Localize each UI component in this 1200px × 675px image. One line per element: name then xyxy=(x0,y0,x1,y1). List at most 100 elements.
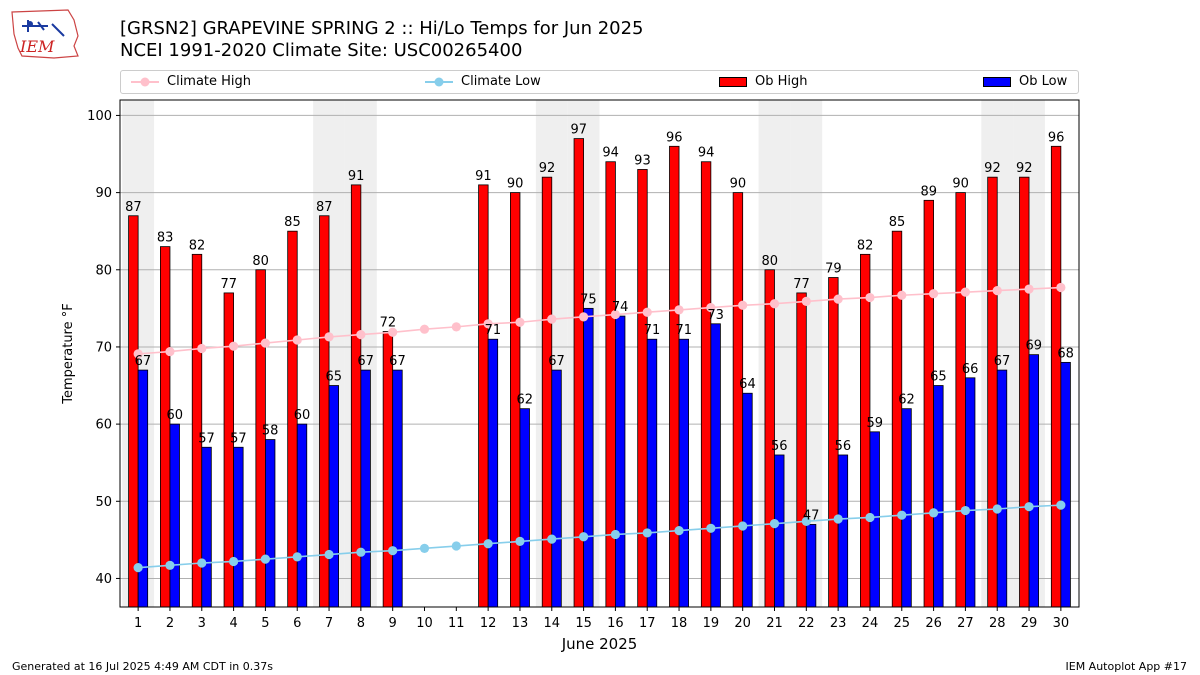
ob-high-label: 93 xyxy=(634,153,651,168)
climate-high-point xyxy=(356,329,366,340)
climate-high-point xyxy=(419,324,430,334)
climate-low-point xyxy=(738,521,748,531)
climate-low-point xyxy=(260,554,271,564)
ob-low-swatch-icon xyxy=(983,76,1011,87)
x-tick-label: 7 xyxy=(325,616,333,631)
ob-high-label: 83 xyxy=(157,231,174,246)
ob-high-bar xyxy=(637,169,648,608)
ob-high-label: 92 xyxy=(539,161,556,176)
footer-generated: Generated at 16 Jul 2025 4:49 AM CDT in … xyxy=(12,660,273,673)
climate-low-point xyxy=(801,516,811,526)
climate-high-point xyxy=(578,312,589,322)
climate-low-point xyxy=(356,547,366,557)
climate-high-point xyxy=(1056,282,1066,293)
ob-low-bar xyxy=(678,338,689,608)
ob-low-bar xyxy=(742,392,753,608)
ob-high-bar xyxy=(223,292,234,608)
ob-high-label: 89 xyxy=(921,184,938,199)
ob-low-label: 64 xyxy=(739,377,756,392)
climate-high-point xyxy=(1024,284,1034,294)
climate-high-point xyxy=(642,307,652,317)
ob-high-bar xyxy=(860,253,871,608)
ob-high-bar xyxy=(287,230,298,608)
climate-low-point xyxy=(1024,502,1034,512)
climate-low-point xyxy=(897,510,907,520)
ob-high-swatch-icon xyxy=(719,76,747,87)
y-tick-label: 70 xyxy=(95,340,112,355)
x-tick-label: 14 xyxy=(543,616,560,631)
ob-low-label: 65 xyxy=(326,370,343,385)
ob-high-label: 96 xyxy=(1048,130,1065,145)
x-tick-label: 6 xyxy=(293,616,301,631)
weekend-shade xyxy=(567,100,600,607)
ob-low-label: 57 xyxy=(230,431,247,446)
ob-high-label: 97 xyxy=(571,123,588,138)
ob-high-label: 92 xyxy=(1016,161,1033,176)
ob-high-bar xyxy=(160,246,171,608)
ob-high-label: 82 xyxy=(189,238,206,253)
ob-low-bar xyxy=(646,338,658,608)
ob-low-label: 71 xyxy=(485,323,502,338)
ob-low-label: 74 xyxy=(612,300,629,315)
climate-low-point xyxy=(769,519,780,529)
climate-high-line-icon xyxy=(131,77,159,86)
x-tick-label: 4 xyxy=(229,616,237,631)
legend: Climate High Climate Low Ob High Ob Low xyxy=(120,70,1079,94)
ob-low-label: 66 xyxy=(962,362,979,377)
climate-low-point xyxy=(706,523,716,533)
x-tick-label: 26 xyxy=(925,616,942,631)
climate-high-point xyxy=(483,319,493,329)
ob-high-bar xyxy=(891,230,903,608)
weekend-shade xyxy=(981,100,1014,607)
climate-high-point xyxy=(992,286,1002,296)
x-tick-label: 13 xyxy=(512,616,529,631)
ob-high-label: 94 xyxy=(698,146,715,161)
climate-low-line-icon xyxy=(425,77,453,86)
ob-high-bar xyxy=(319,215,330,608)
ob-high-label: 77 xyxy=(793,277,810,292)
ob-high-label: 85 xyxy=(889,215,906,230)
legend-label-climate-high: Climate High xyxy=(167,74,252,89)
climate-low-point xyxy=(197,558,207,568)
ob-low-label: 60 xyxy=(166,408,183,423)
ob-high-bar xyxy=(350,184,362,608)
x-tick-label: 2 xyxy=(166,616,174,631)
ob-high-bar xyxy=(382,331,394,608)
climate-high-point xyxy=(165,346,175,357)
logo-text: IEM xyxy=(19,37,55,56)
y-tick-label: 100 xyxy=(87,109,112,124)
ob-low-bar xyxy=(710,323,721,608)
climate-high-point xyxy=(865,292,875,303)
ob-low-label: 69 xyxy=(1026,339,1043,354)
climate-high-point xyxy=(706,302,716,313)
x-tick-label: 23 xyxy=(830,616,847,631)
footer-app: IEM Autoplot App #17 xyxy=(1065,660,1188,673)
climate-low-point xyxy=(960,505,971,516)
ob-low-bar xyxy=(901,408,912,608)
climate-low-point xyxy=(642,528,652,538)
climate-low-point xyxy=(865,512,875,523)
legend-item-climate-high: Climate High xyxy=(131,74,251,89)
climate-high-point xyxy=(388,327,398,337)
weekend-shade xyxy=(344,100,377,607)
x-tick-label: 12 xyxy=(480,616,497,631)
climate-high-point xyxy=(197,343,207,354)
ob-low-bar xyxy=(837,454,849,608)
ob-high-bar xyxy=(573,138,584,608)
climate-low-point xyxy=(228,556,239,567)
ob-high-label: 87 xyxy=(125,200,142,215)
climate-high-point xyxy=(738,300,748,310)
ob-high-label: 90 xyxy=(952,177,969,192)
ob-high-bar xyxy=(605,161,616,608)
ob-low-bar xyxy=(869,431,880,608)
weekend-shade xyxy=(790,100,823,607)
ob-high-bar xyxy=(128,215,139,608)
legend-label-ob-low: Ob Low xyxy=(1019,74,1068,89)
x-tick-label: 29 xyxy=(1021,616,1038,631)
x-tick-label: 16 xyxy=(607,616,624,631)
climate-high-point xyxy=(228,341,239,351)
legend-label-ob-high: Ob High xyxy=(755,74,808,89)
climate-high-point xyxy=(801,296,811,307)
ob-low-bar xyxy=(805,524,817,608)
ob-low-bar xyxy=(933,385,944,608)
